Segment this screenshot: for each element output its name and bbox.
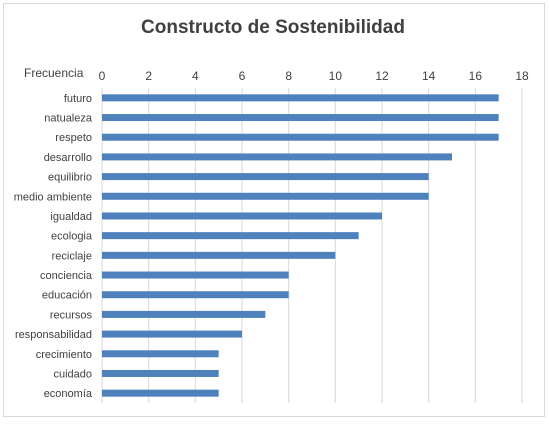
bar	[102, 232, 359, 240]
bar	[102, 369, 219, 377]
category-label: economía	[44, 388, 93, 400]
x-tick-label: 0	[99, 69, 106, 83]
category-label: ecologia	[51, 231, 93, 243]
bar	[102, 133, 499, 141]
x-axis-ticks: 0 2 4 6 8 10 12 14 16 18	[99, 69, 529, 83]
bar	[102, 350, 219, 358]
bar	[102, 310, 266, 318]
bar	[102, 251, 336, 259]
category-label: igualdad	[50, 211, 92, 223]
bar	[102, 173, 429, 181]
chart-border	[3, 3, 545, 417]
x-tick-label: 14	[422, 69, 436, 83]
category-label: conciencia	[40, 270, 93, 282]
x-tick-label: 18	[515, 69, 529, 83]
category-label: medio ambiente	[14, 191, 92, 203]
bar	[102, 114, 499, 122]
category-labels: futuro natualeza respeto desarrollo equilibr…	[14, 93, 93, 400]
category-label: desarrollo	[44, 152, 92, 164]
x-tick-label: 16	[469, 69, 483, 83]
chart-title: Constructo de Sostenibilidad	[141, 17, 405, 38]
bar	[102, 94, 499, 102]
x-tick-label: 12	[375, 69, 389, 83]
x-tick-label: 2	[145, 69, 152, 83]
category-label: recursos	[50, 309, 93, 321]
bar	[102, 291, 289, 299]
category-label: reciclaje	[52, 250, 92, 262]
category-label: responsabilidad	[15, 329, 92, 341]
bar	[102, 192, 429, 200]
x-tick-label: 10	[329, 69, 343, 83]
bar	[102, 153, 452, 161]
category-label: respeto	[55, 132, 92, 144]
category-label: cuidado	[53, 368, 92, 380]
category-label: educación	[42, 290, 92, 302]
bar	[102, 212, 382, 220]
category-label: equilibrio	[48, 172, 92, 184]
x-tick-label: 8	[285, 69, 292, 83]
x-tick-label: 4	[192, 69, 199, 83]
category-label: crecimiento	[36, 349, 92, 361]
category-label: futuro	[64, 93, 92, 105]
bar	[102, 389, 219, 397]
x-tick-label: 6	[239, 69, 246, 83]
x-axis-label: Frecuencia	[24, 66, 84, 80]
category-label: natualeza	[44, 113, 93, 125]
bar	[102, 330, 242, 338]
bar	[102, 271, 289, 279]
bars	[102, 94, 499, 397]
